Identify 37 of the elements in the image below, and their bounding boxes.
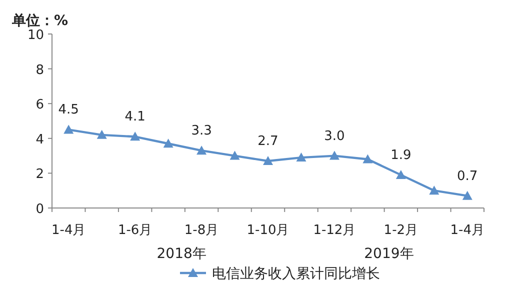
point: [396, 170, 406, 179]
point: [196, 146, 207, 155]
x-tick-label: 1-8月: [184, 223, 219, 238]
point: [96, 130, 107, 139]
y-tick-label: 10: [27, 28, 44, 43]
y-tick-label: 6: [36, 98, 44, 113]
point: [462, 190, 472, 200]
x-tick-label: 1-10月: [246, 223, 290, 238]
point: [329, 150, 340, 160]
x-tick-label: 1-4月: [450, 223, 484, 238]
data-label: 0.7: [457, 168, 478, 184]
point: [230, 150, 240, 160]
point: [263, 156, 273, 166]
data-label: 1.9: [390, 148, 412, 163]
y-tick-label: 0: [36, 202, 44, 217]
data-label: 3.0: [324, 128, 345, 144]
x-tick-label: 1-6月: [118, 223, 152, 238]
x-tick-label: 1-2月: [384, 223, 418, 238]
point: [296, 152, 306, 162]
data-label: 4.5: [58, 102, 79, 118]
point: [362, 154, 373, 164]
point: [163, 138, 174, 148]
point: [130, 132, 140, 141]
y-axis-title: 单位：%: [11, 13, 68, 29]
y-tick-label: 8: [36, 62, 44, 78]
y-tick-label: 2: [36, 167, 44, 182]
data-label: 4.1: [124, 110, 146, 125]
text: 2018年: [156, 246, 206, 262]
point: [429, 186, 440, 195]
data-label: 2.7: [258, 134, 278, 150]
data-label: 3.3: [191, 124, 212, 139]
x-tick-label: 1-12月: [313, 223, 356, 238]
x-tick-label: 1-4月: [52, 223, 86, 238]
text: 2019年: [364, 246, 414, 262]
point: [64, 124, 74, 134]
legend-label: 电信业务收入累计同比增长: [212, 266, 380, 282]
y-tick-label: 4: [36, 132, 44, 148]
